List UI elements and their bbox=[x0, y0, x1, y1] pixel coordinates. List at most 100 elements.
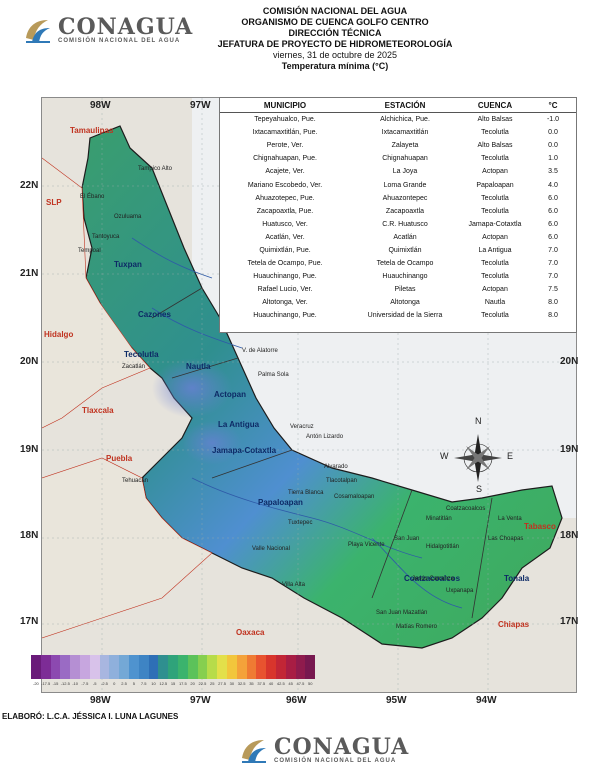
legend-swatch bbox=[207, 655, 218, 679]
legend-tick-label: 45 bbox=[288, 680, 293, 686]
legend-tick-label: -5 bbox=[92, 680, 97, 686]
cell-municipio: Chignahuapan, Pue. bbox=[253, 155, 317, 163]
legend-tick-label: 25 bbox=[210, 680, 215, 686]
place-label: Tempoal bbox=[78, 248, 101, 254]
cell-municipio: Acajete, Ver. bbox=[265, 168, 305, 176]
basin-boundary bbox=[471, 497, 493, 619]
cell-temp: 7.5 bbox=[548, 286, 558, 294]
legend-swatch bbox=[168, 655, 178, 679]
conagua-emblem-icon bbox=[22, 14, 54, 46]
legend-swatch bbox=[79, 655, 90, 679]
cell-temp: 1.0 bbox=[548, 155, 558, 163]
report-header: COMISIÓN NACIONAL DEL AGUA ORGANISMO DE … bbox=[190, 6, 480, 72]
cell-temp: 7.0 bbox=[548, 260, 558, 268]
cell-temp: 6.0 bbox=[548, 233, 558, 241]
cell-municipio: Tepeyahualco, Pue. bbox=[254, 116, 316, 124]
place-label: Cosamaloapan bbox=[334, 494, 375, 500]
table-row: Chignahuapan, Pue. Chignahuapan Tecolutla 1… bbox=[220, 152, 576, 165]
place-label: San Juan bbox=[394, 536, 420, 542]
cell-estacion: Tetela de Ocampo bbox=[376, 260, 434, 268]
compass-north: N bbox=[475, 416, 482, 426]
cell-municipio: Ahuazotepec, Pue. bbox=[255, 194, 315, 202]
cell-temp: 0.0 bbox=[548, 142, 558, 150]
legend-tick-label: 32.5 bbox=[237, 680, 246, 686]
cell-temp: 4.0 bbox=[548, 181, 558, 189]
min-temperature-table: MUNICIPIO ESTACIÓN CUENCA °C Tepeyahualc… bbox=[219, 97, 577, 333]
cell-estacion: Zalayeta bbox=[391, 142, 419, 150]
neighbor-states bbox=[42, 157, 151, 429]
river bbox=[151, 307, 243, 349]
cell-temp: 8.0 bbox=[548, 312, 558, 320]
coord-left-19n: 19N bbox=[20, 444, 39, 455]
state-label-tabasco: Tabasco bbox=[524, 522, 556, 531]
cell-cuenca: Tecolutla bbox=[481, 129, 509, 137]
place-label: V. de Alatorre bbox=[242, 348, 278, 354]
table-row: Acatlán, Ver. Acatlán Actopan 6.0 bbox=[220, 231, 576, 244]
table-row: Tepeyahualco, Pue. Alchichica, Pue. Alto B… bbox=[220, 113, 576, 126]
place-label: Tuxtepec bbox=[288, 520, 313, 526]
legend-color-bar bbox=[31, 655, 316, 679]
cold-area-perote bbox=[182, 421, 242, 465]
legend-swatch bbox=[128, 655, 139, 679]
cell-cuenca: La Antigua bbox=[478, 246, 512, 254]
cell-municipio: Rafael Lucio, Ver. bbox=[257, 286, 313, 294]
cell-cuenca: Nautla bbox=[484, 299, 506, 307]
table-row: Quimixtlán, Pue. Quimixtlán La Antigua 7.0 bbox=[220, 244, 576, 257]
place-label: San Juan Mazatlán bbox=[376, 610, 428, 616]
cell-cuenca: Alto Balsas bbox=[477, 116, 513, 124]
legend-swatch bbox=[197, 655, 208, 679]
coord-right-17n: 17N bbox=[560, 616, 579, 627]
place-label: Matías Romero bbox=[396, 624, 438, 630]
legend-tick-label: 50 bbox=[307, 680, 313, 686]
place-label: Palma Sola bbox=[258, 372, 289, 378]
state-label-tamaulipas: Tamaulipas bbox=[70, 126, 114, 135]
coord-right-20n: 20N bbox=[560, 356, 579, 367]
legend-tick-label: 15 bbox=[170, 680, 176, 686]
cell-municipio: Perote, Ver. bbox=[266, 142, 304, 150]
place-label: Villa Alta bbox=[282, 582, 305, 588]
table-row: Rafael Lucio, Ver. Piletas Actopan 7.5 bbox=[220, 283, 576, 296]
legend-tick-label: 22.5 bbox=[198, 680, 207, 686]
cell-cuenca: Tecolutla bbox=[481, 207, 509, 215]
legend-tick-label: 2.5 bbox=[121, 680, 127, 686]
cell-cuenca: Actopan bbox=[482, 168, 508, 176]
table-header: MUNICIPIO ESTACIÓN CUENCA °C bbox=[220, 98, 576, 113]
conagua-emblem-icon bbox=[238, 734, 270, 766]
cell-cuenca: Actopan bbox=[482, 233, 508, 241]
legend-swatch bbox=[305, 655, 316, 679]
cell-municipio: Tetela de Ocampo, Pue. bbox=[247, 260, 323, 268]
cell-municipio: Acatlán, Ver. bbox=[265, 233, 305, 241]
author-credit: ELABORÓ: L.C.A. JÉSSICA I. LUNA LAGUNES bbox=[2, 712, 179, 721]
cell-cuenca: Jamapa-Cotaxtla bbox=[468, 220, 522, 228]
legend-tick-label: 30 bbox=[229, 680, 235, 686]
legend-ticks: -20 -17.5 -15 -12.5 -10 -7.5 -5 -2.5 0 2.5 5 7.5 10 1… bbox=[31, 679, 315, 687]
cell-cuenca: Alto Balsas bbox=[477, 142, 513, 150]
basin-label-coatzacoalcos: Coatzacoalcos bbox=[404, 574, 461, 583]
place-label: Tehuacán bbox=[122, 478, 149, 484]
legend-swatch bbox=[187, 655, 198, 679]
col-header-estacion: ESTACIÓN bbox=[384, 100, 426, 110]
cell-municipio: Mariano Escobedo, Ver. bbox=[247, 181, 323, 189]
cell-cuenca: Actopan bbox=[482, 286, 508, 294]
table-row: Tetela de Ocampo, Pue. Tetela de Ocampo Te… bbox=[220, 257, 576, 270]
cell-estacion: Universidad de la Sierra bbox=[367, 312, 443, 320]
legend-tick-label: 40 bbox=[268, 680, 274, 686]
basin-label-tuxpan: Tuxpan bbox=[114, 260, 142, 269]
place-label: Uxpanapa bbox=[446, 588, 474, 594]
legend-tick-label: 20 bbox=[190, 680, 195, 686]
cell-temp: -1.0 bbox=[546, 116, 560, 124]
legend-swatch bbox=[60, 655, 71, 679]
legend-tick-label: -10 bbox=[72, 680, 78, 686]
basin-label-nautla: Nautla bbox=[186, 362, 211, 371]
cell-estacion: Huauchinango bbox=[382, 273, 428, 281]
place-label: Antón Lizardo bbox=[306, 434, 344, 440]
table-row: Acajete, Ver. La Joya Actopan 3.5 bbox=[220, 165, 576, 178]
legend-tick-label: 7.5 bbox=[140, 680, 147, 686]
legend-swatch bbox=[295, 655, 306, 679]
place-label: Zacatlán bbox=[122, 364, 146, 370]
cell-temp: 7.0 bbox=[548, 246, 558, 254]
coord-right-18n: 18N bbox=[560, 530, 579, 541]
place-label: Minatitlán bbox=[426, 516, 452, 522]
cell-estacion: Alchichica, Pue. bbox=[380, 116, 430, 124]
puebla-oaxaca-region bbox=[42, 457, 213, 639]
